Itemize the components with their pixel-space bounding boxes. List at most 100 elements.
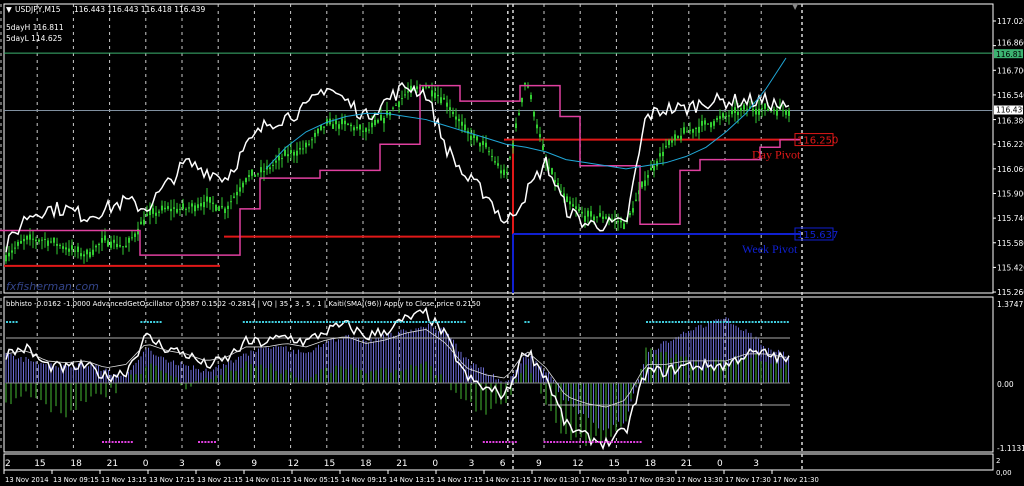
candle-body (71, 245, 73, 250)
candle-body (218, 206, 220, 212)
candle-body (722, 113, 724, 118)
oscillator-white-line (5, 306, 790, 451)
price-tick-label: 115.580 (997, 239, 1024, 248)
signal-dot-magenta (620, 441, 623, 443)
signal-dot-cyan (713, 321, 716, 323)
candle-body (245, 178, 247, 183)
candle-body (161, 205, 163, 211)
signal-dot-magenta (546, 441, 549, 443)
signal-dot-cyan (348, 321, 351, 323)
signal-dot-cyan (454, 321, 456, 323)
candle-body (593, 216, 595, 221)
candle-body (533, 111, 535, 117)
signal-dot-magenta (198, 441, 200, 443)
candle-body (401, 98, 403, 99)
hour-axis-label: 18 (645, 459, 657, 469)
candle-body (764, 103, 766, 109)
candle-body (176, 208, 178, 213)
corner-label: 0,00 (996, 469, 1012, 477)
week-pivot-label: Week Pivot (742, 242, 798, 256)
candle-body (20, 240, 22, 244)
date-axis-label: 14 Nov 17:15 (437, 476, 483, 484)
candle-body (110, 241, 112, 248)
candle-body (395, 104, 397, 106)
candle-body (410, 85, 412, 92)
signal-dot-magenta (562, 441, 565, 443)
signal-dot-cyan (527, 321, 530, 323)
signal-dot-magenta (489, 441, 492, 443)
signal-dot-cyan (745, 321, 748, 323)
signal-dot-cyan (284, 321, 287, 323)
signal-dot-cyan (380, 321, 383, 323)
candle-body (725, 115, 727, 117)
candle-body (101, 238, 103, 243)
signal-dot-magenta (588, 441, 591, 443)
candle-body (515, 123, 517, 129)
signal-dot-cyan (425, 321, 428, 323)
date-axis-label: 14 Nov 13:15 (389, 476, 435, 484)
candle-body (527, 86, 529, 88)
signal-dot-cyan (390, 321, 392, 323)
candle-body (638, 190, 640, 195)
signal-dot-cyan (422, 321, 424, 323)
signal-dot-magenta (575, 441, 578, 443)
signal-dot-cyan (710, 321, 712, 323)
candle-body (323, 126, 325, 128)
candle-body (617, 221, 619, 223)
signal-dot-cyan (665, 321, 668, 323)
candle-body (689, 129, 691, 131)
candle-body (284, 149, 286, 156)
candle-body (47, 240, 49, 246)
candle-body (635, 199, 637, 202)
signal-dot-cyan (754, 321, 757, 323)
signal-dot-cyan (735, 321, 738, 323)
five-day-high-text: 5dayH 116.811 (6, 23, 64, 32)
date-axis-label: 13 Nov 21:15 (197, 476, 243, 484)
ohlc-values: 116.443 116.443 116.418 116.439 (74, 5, 205, 14)
candle-body (11, 250, 13, 253)
candle-body (719, 116, 721, 119)
candle-body (404, 94, 406, 96)
candle-body (302, 148, 304, 150)
candle-body (317, 128, 319, 134)
price-tick-label: 116.060 (997, 165, 1024, 174)
candle-body (98, 243, 100, 246)
candle-body (476, 136, 478, 141)
candle-body (788, 110, 790, 116)
signal-dot-cyan (415, 321, 418, 323)
signal-dot-cyan (457, 321, 460, 323)
candle-body (239, 187, 241, 192)
candle-body (500, 170, 502, 174)
signal-dot-cyan (150, 321, 152, 323)
candle-body (530, 94, 532, 100)
candle-body (155, 212, 157, 216)
candle-body (785, 110, 787, 115)
signal-dot-cyan (367, 321, 370, 323)
oscillator-tick-label: 1.3747 (997, 300, 1023, 309)
signal-dot-magenta (630, 441, 632, 443)
signal-dot-magenta (604, 441, 607, 443)
signal-dot-cyan (246, 321, 248, 323)
cyan-regression-curve (265, 57, 787, 170)
five-day-high-badge (994, 49, 1023, 59)
signal-dot-cyan (287, 321, 290, 323)
signal-dot-cyan (143, 321, 146, 323)
signal-dot-cyan (159, 321, 162, 323)
candle-body (95, 245, 97, 248)
signal-dot-magenta (553, 441, 556, 443)
candle-body (665, 145, 667, 148)
signal-dot-cyan (732, 321, 735, 323)
candle-body (299, 147, 301, 150)
candle-body (596, 216, 598, 218)
candle-body (737, 111, 739, 116)
candle-body (698, 126, 700, 133)
candle-body (29, 234, 31, 240)
oscillator-panel-border (3, 296, 994, 453)
five-day-high-price: 116.811 (996, 50, 1024, 59)
signal-dot-magenta (556, 441, 559, 443)
signal-dot-cyan (406, 321, 408, 323)
candle-body (119, 245, 121, 247)
signal-dot-cyan (332, 321, 335, 323)
candle-body (170, 208, 172, 212)
